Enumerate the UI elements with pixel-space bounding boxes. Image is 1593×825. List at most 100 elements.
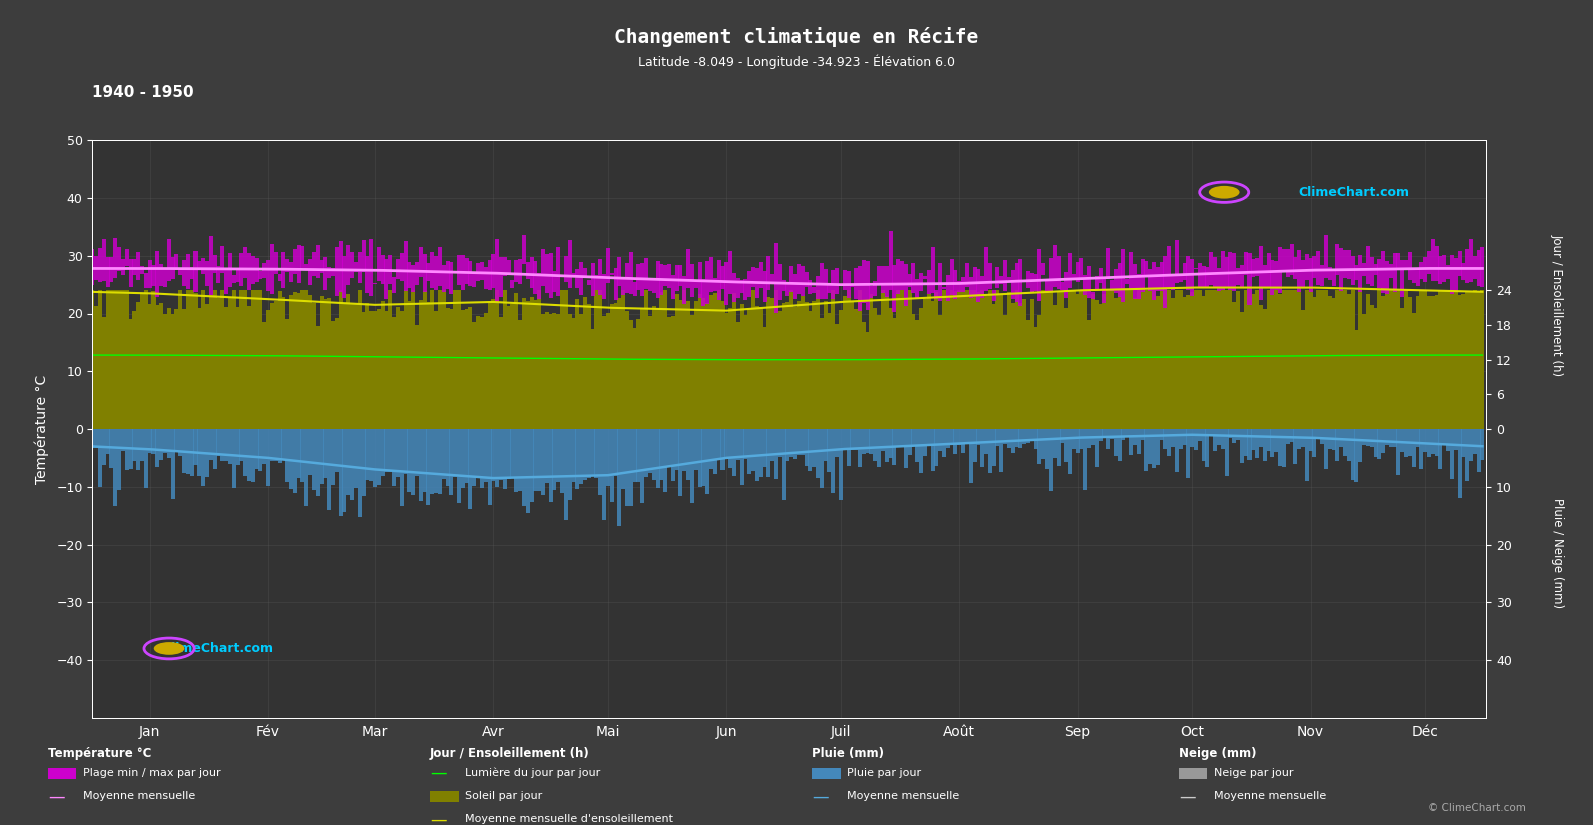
Bar: [526, 262, 530, 279]
Bar: [201, 258, 205, 274]
Bar: [698, 294, 701, 429]
Bar: [228, 429, 233, 464]
Bar: [523, 429, 526, 506]
Bar: [1220, 290, 1225, 429]
Bar: [430, 429, 435, 493]
Bar: [572, 318, 575, 429]
Bar: [1195, 290, 1198, 429]
Bar: [438, 248, 441, 285]
Bar: [258, 429, 263, 472]
Bar: [392, 429, 397, 486]
Bar: [403, 290, 408, 429]
Bar: [1233, 253, 1236, 291]
Bar: [1225, 429, 1228, 476]
Bar: [1446, 429, 1450, 450]
Bar: [988, 262, 992, 289]
Bar: [350, 252, 354, 278]
Bar: [499, 317, 503, 429]
Bar: [881, 266, 884, 294]
Bar: [1233, 302, 1236, 429]
Bar: [247, 253, 252, 290]
Bar: [785, 303, 790, 429]
Bar: [782, 429, 785, 501]
Bar: [484, 429, 487, 482]
Bar: [908, 274, 911, 287]
Bar: [961, 429, 965, 453]
Bar: [851, 284, 854, 287]
Bar: [182, 309, 186, 429]
Bar: [1236, 268, 1239, 285]
Bar: [1018, 259, 1023, 306]
Bar: [812, 429, 816, 467]
Bar: [999, 295, 1004, 429]
Bar: [763, 328, 766, 429]
Bar: [1015, 290, 1018, 429]
Bar: [1365, 295, 1370, 429]
Bar: [124, 249, 129, 266]
Bar: [365, 429, 370, 480]
Text: Moyenne mensuelle: Moyenne mensuelle: [1214, 791, 1325, 801]
Bar: [1152, 290, 1157, 429]
Text: Changement climatique en Récife: Changement climatique en Récife: [615, 27, 978, 47]
Bar: [728, 251, 733, 294]
Bar: [739, 429, 744, 485]
Bar: [408, 262, 411, 288]
Bar: [999, 429, 1004, 472]
Bar: [1239, 312, 1244, 429]
Bar: [1125, 429, 1129, 437]
Bar: [1316, 251, 1321, 285]
Bar: [105, 290, 110, 429]
Bar: [484, 314, 487, 429]
Bar: [1075, 262, 1080, 282]
Bar: [632, 282, 637, 296]
Bar: [542, 314, 545, 429]
Bar: [155, 252, 159, 297]
Bar: [567, 314, 572, 429]
Bar: [288, 262, 293, 282]
Bar: [695, 281, 698, 288]
Bar: [796, 301, 801, 429]
Bar: [731, 429, 736, 476]
Bar: [789, 266, 793, 292]
Bar: [594, 429, 599, 478]
Bar: [1106, 290, 1110, 429]
Bar: [1163, 256, 1168, 308]
Bar: [430, 252, 435, 289]
Bar: [889, 429, 892, 458]
Bar: [167, 239, 170, 280]
Bar: [911, 314, 916, 429]
Bar: [244, 290, 247, 429]
Bar: [121, 260, 124, 275]
Bar: [94, 429, 99, 448]
Bar: [1389, 290, 1392, 429]
Bar: [1048, 290, 1053, 429]
Bar: [1244, 290, 1247, 429]
Bar: [526, 301, 530, 429]
Bar: [1354, 429, 1359, 482]
Bar: [728, 309, 733, 429]
Bar: [750, 290, 755, 429]
Bar: [796, 264, 801, 295]
Bar: [758, 429, 763, 478]
Bar: [712, 429, 717, 474]
Bar: [457, 255, 460, 285]
Bar: [99, 290, 102, 429]
Bar: [1397, 290, 1400, 429]
Bar: [1384, 429, 1389, 445]
Text: Neige (mm): Neige (mm): [1179, 747, 1257, 760]
Bar: [1037, 315, 1042, 429]
Bar: [1137, 429, 1141, 454]
Text: Pluie / Neige (mm): Pluie / Neige (mm): [1550, 497, 1564, 608]
Bar: [1411, 429, 1416, 467]
Bar: [323, 299, 327, 429]
Bar: [1438, 429, 1442, 469]
Bar: [1133, 299, 1137, 429]
Bar: [687, 301, 690, 429]
Bar: [827, 313, 832, 429]
Bar: [1381, 429, 1386, 453]
Bar: [1346, 294, 1351, 429]
Bar: [873, 281, 878, 295]
Bar: [701, 279, 706, 305]
Bar: [277, 274, 282, 281]
Bar: [965, 290, 969, 429]
